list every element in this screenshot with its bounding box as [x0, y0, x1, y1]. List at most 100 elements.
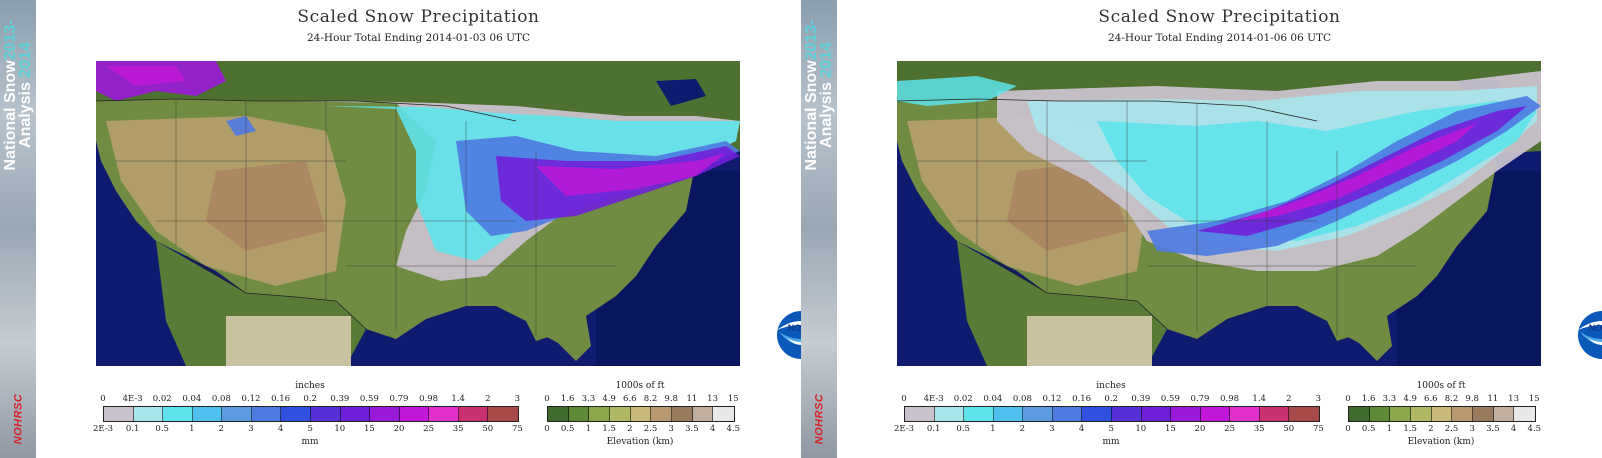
- nsa-banner: National Snow2013- Analysis 2014 NOHRSC: [801, 0, 837, 458]
- inches-tick-label: 1.4: [451, 394, 465, 404]
- elev-color-swatch: [692, 407, 714, 421]
- mm-tick-label: 50: [1283, 424, 1295, 434]
- elev-km-tick-label: 2: [1428, 424, 1434, 434]
- banner-text: National Snow2013- Analysis 2014: [803, 0, 835, 190]
- elev-ft-tick-label: 4.9: [1403, 394, 1417, 404]
- mm-tick-label: 15: [363, 424, 375, 434]
- precip-color-swatch: [993, 407, 1024, 421]
- elev-color-swatch: [713, 407, 734, 421]
- elev-ft-tick-label: 6.6: [623, 394, 637, 404]
- mm-tick-label: 1: [189, 424, 195, 434]
- elev-km-legend-title: Elevation (km): [606, 437, 674, 447]
- inches-tick-label: 0.2: [303, 394, 317, 404]
- inches-tick-label: 0.02: [152, 394, 172, 404]
- inches-legend-title: inches: [295, 381, 325, 391]
- mm-tick-label: 10: [1135, 424, 1147, 434]
- elev-color-swatch: [1390, 407, 1411, 421]
- map-subtitle: 24-Hour Total Ending 2014-01-06 06 UTC: [1108, 32, 1331, 44]
- elev-color-bar: [547, 406, 735, 422]
- precip-color-swatch: [964, 407, 994, 421]
- nohrsc-logo: NOHRSC: [12, 393, 25, 445]
- elev-km-tick-label: 0: [1345, 424, 1351, 434]
- elev-km-tick-label: 0.5: [1361, 424, 1376, 434]
- mm-tick-label: 2E-3: [893, 424, 915, 434]
- mm-tick-label: 3: [248, 424, 254, 434]
- elev-ft-tick-label: 3.3: [1382, 394, 1397, 404]
- elev-ft-tick-label: 13: [1508, 394, 1520, 404]
- precip-color-swatch: [104, 407, 134, 421]
- elev-km-tick-label: 2: [627, 424, 633, 434]
- inches-tick-label: 0: [901, 394, 907, 404]
- inches-tick-label: 0.79: [1190, 394, 1210, 404]
- mm-tick-label: 3: [1049, 424, 1055, 434]
- inches-tick-label: 0.39: [330, 394, 350, 404]
- elev-ft-tick-label: 15: [727, 394, 739, 404]
- elev-ft-tick-label: 1.6: [560, 394, 575, 404]
- mm-tick-label: 5: [1108, 424, 1114, 434]
- mm-legend-title: mm: [301, 437, 319, 447]
- elev-km-tick-label: 3: [668, 424, 674, 434]
- precip-color-bar: [103, 406, 519, 422]
- banner-text: National Snow2013- Analysis 2014: [2, 0, 34, 190]
- precip-color-swatch: [1289, 407, 1319, 421]
- precip-color-swatch: [1259, 407, 1290, 421]
- elev-color-swatch: [1431, 407, 1453, 421]
- elev-color-swatch: [630, 407, 652, 421]
- precip-color-swatch: [1023, 407, 1053, 421]
- mm-tick-label: 5: [307, 424, 313, 434]
- elev-color-swatch: [589, 407, 610, 421]
- elev-ft-tick-label: 15: [1528, 394, 1540, 404]
- elev-ft-tick-label: 13: [707, 394, 719, 404]
- elev-ft-tick-label: 11: [686, 394, 698, 404]
- elev-color-swatch: [671, 407, 693, 421]
- elev-color-swatch: [548, 407, 569, 421]
- mm-tick-label: 20: [1194, 424, 1206, 434]
- precip-color-swatch: [310, 407, 341, 421]
- precip-color-swatch: [399, 407, 430, 421]
- elev-color-bar: [1348, 406, 1536, 422]
- mm-tick-label: 1: [990, 424, 996, 434]
- precip-color-swatch: [1230, 407, 1260, 421]
- inches-tick-label: 0.08: [1012, 394, 1032, 404]
- precip-color-swatch: [222, 407, 252, 421]
- snow-precip-map: [96, 61, 740, 366]
- elev-km-legend-title: Elevation (km): [1407, 437, 1475, 447]
- elev-color-swatch: [1493, 407, 1515, 421]
- precip-color-swatch: [1171, 407, 1201, 421]
- mm-tick-label: 2: [218, 424, 225, 434]
- inches-tick-label: 0.2: [1104, 394, 1118, 404]
- precip-color-swatch: [905, 407, 935, 421]
- inches-legend-title: inches: [1096, 381, 1126, 391]
- precip-color-swatch: [370, 407, 400, 421]
- inches-tick-label: 0.12: [241, 394, 261, 404]
- mm-tick-label: 0.1: [125, 424, 140, 434]
- mm-tick-label: 35: [1253, 424, 1265, 434]
- nsa-banner: National Snow2013- Analysis 2014 NOHRSC: [0, 0, 36, 458]
- inches-tick-label: 0.59: [359, 394, 379, 404]
- banner-line2-year: 2014: [818, 42, 835, 78]
- mm-legend-title: mm: [1102, 437, 1120, 447]
- inches-tick-label: 0.98: [1220, 394, 1240, 404]
- precip-color-swatch: [458, 407, 489, 421]
- mm-tick-label: 0.5: [956, 424, 970, 434]
- map-graphic: [897, 61, 1541, 366]
- elev-color-swatch: [609, 407, 631, 421]
- elev-ft-tick-label: 8.2: [643, 394, 658, 404]
- precip-color-swatch: [488, 407, 518, 421]
- precip-color-swatch: [934, 407, 965, 421]
- map-graphic: [96, 61, 740, 366]
- mm-tick-label: 2: [1019, 424, 1026, 434]
- banner-line2-year: 2014: [17, 42, 34, 78]
- elev-km-tick-label: 1.5: [602, 424, 616, 434]
- elev-ft-tick-label: 4.9: [602, 394, 616, 404]
- elev-ft-legend-title: 1000s of ft: [1416, 381, 1466, 391]
- elev-ft-tick-label: 3.3: [581, 394, 596, 404]
- mm-tick-label: 35: [452, 424, 464, 434]
- inches-tick-label: 0: [100, 394, 106, 404]
- elev-km-tick-label: 3.5: [685, 424, 699, 434]
- mm-tick-label: 4: [277, 424, 284, 434]
- elev-km-tick-label: 4: [1510, 424, 1517, 434]
- inches-tick-label: 0.98: [419, 394, 439, 404]
- inches-tick-label: 0.16: [271, 394, 291, 404]
- precip-color-bar: [904, 406, 1320, 422]
